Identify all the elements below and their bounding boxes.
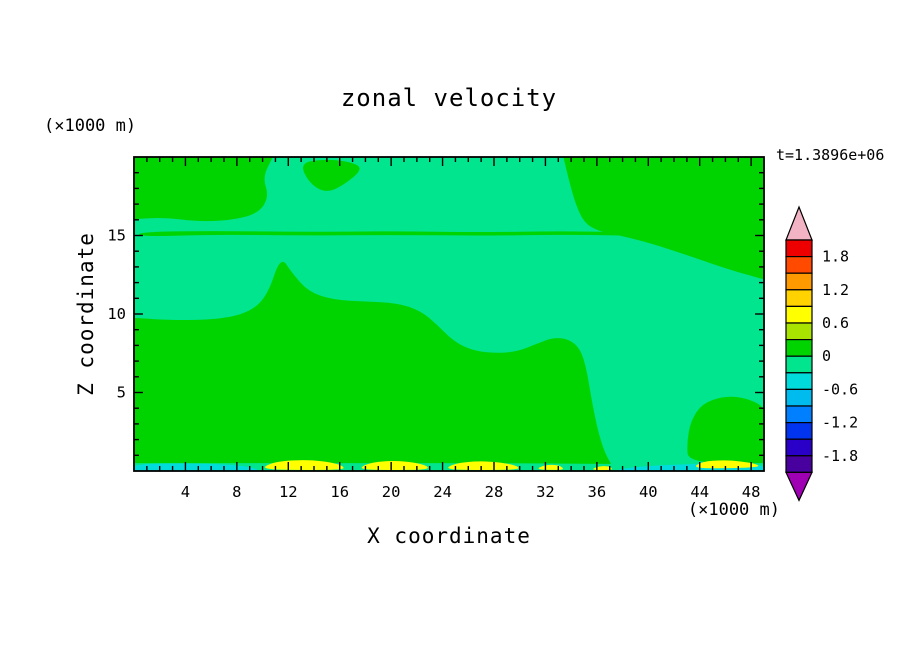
contour-region-lower-right-positive-cell (687, 396, 764, 464)
colorbar-segment-6 (785, 339, 813, 357)
colorbar-label-0: 0 (822, 347, 831, 365)
x-tick-label-36: 36 (588, 483, 607, 501)
contour-region-bottom-yellow-patch-5 (593, 466, 612, 471)
y-tick-label-15: 15 (107, 227, 126, 245)
colorbar-label-0.6: 0.6 (822, 314, 849, 332)
contour-region-z15-positive-band (139, 231, 759, 238)
x-tick-label-48: 48 (742, 483, 761, 501)
colorbar-label-1.8: 1.8 (822, 248, 849, 266)
contour-region-bottom-right-yellow-patch (695, 460, 759, 469)
colorbar-label--1.8: -1.8 (822, 447, 858, 465)
colorbar-over-arrow (785, 205, 813, 241)
contour-region-bottom-yellow-patch-1 (264, 460, 344, 470)
colorbar-segment-11 (785, 422, 813, 440)
x-tick-label-40: 40 (639, 483, 658, 501)
colorbar-segment-9 (785, 388, 813, 407)
x-tick-label-24: 24 (433, 483, 452, 501)
contour-region-upper-mid-positive-cell (303, 159, 360, 191)
colorbar-segment-7 (785, 355, 813, 374)
contour-region-upper-left-positive-cell (134, 157, 273, 222)
colorbar-segment-0 (785, 239, 813, 258)
x-tick-label-12: 12 (279, 483, 298, 501)
colorbar-segment-3 (785, 289, 813, 307)
colorbar-label--0.6: -0.6 (822, 380, 858, 398)
x-tick-label-28: 28 (485, 483, 504, 501)
colorbar-segment-4 (785, 305, 813, 324)
colorbar-segment-10 (785, 405, 813, 424)
x-tick-label-44: 44 (690, 483, 709, 501)
x-axis-label: X coordinate (367, 524, 531, 548)
colorbar-label-1.2: 1.2 (822, 281, 849, 299)
colorbar-segment-8 (785, 372, 813, 390)
colorbar-label--1.2: -1.2 (822, 414, 858, 432)
y-axis-unit: (×1000 m) (44, 116, 137, 136)
contour-region-upper-right-positive-cell (563, 157, 764, 280)
time-label: t=1.3896e+06 (776, 146, 885, 164)
colorbar-segment-13 (785, 455, 813, 473)
y-tick-label-10: 10 (107, 305, 126, 323)
colorbar-segment-5 (785, 322, 813, 341)
x-tick-label-8: 8 (232, 483, 241, 501)
plot-frame (133, 156, 765, 472)
colorbar-under-arrow (785, 471, 813, 502)
colorbar-segment-12 (785, 438, 813, 457)
x-tick-label-32: 32 (536, 483, 555, 501)
colorbar-segment-2 (785, 272, 813, 291)
figure-title: zonal velocity (340, 84, 558, 112)
x-tick-label-16: 16 (330, 483, 349, 501)
contour-field (134, 157, 764, 471)
x-axis-unit: (×1000 m) (687, 500, 780, 520)
contour-region-bottom-yellow-patch-4 (538, 464, 563, 470)
colorbar: 1.8 1.2 0.6 0 -0.6 -1.2 -1.8 (785, 205, 858, 502)
x-tick-label-4: 4 (181, 483, 190, 501)
contour-region-bottom-yellow-patch-3 (448, 461, 519, 470)
x-tick-label-20: 20 (382, 483, 401, 501)
colorbar-segment-1 (785, 256, 813, 274)
contour-region-lower-main-positive-cell (134, 261, 611, 464)
y-tick-label-5: 5 (117, 384, 126, 402)
contour-region-bottom-left-negative-strip (134, 463, 258, 471)
